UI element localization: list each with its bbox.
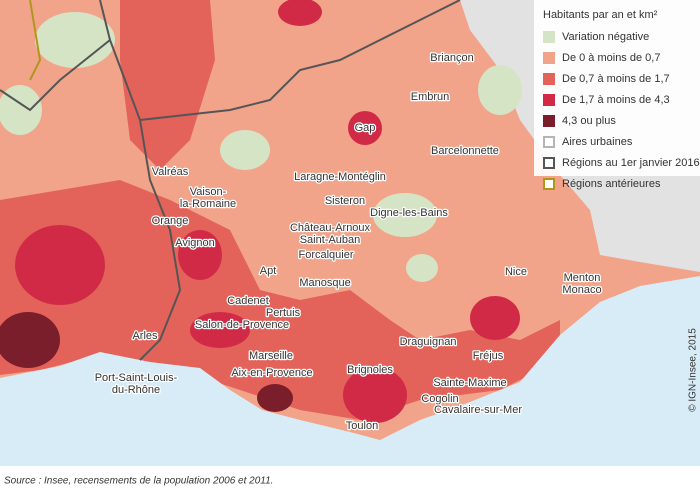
city-label: Cadenet [227,295,269,307]
legend-swatch [543,73,555,85]
city-label: Marseille [249,350,293,362]
city-label: Valréas [152,166,189,178]
legend: Habitants par an et km² Variation négati… [534,0,700,190]
city-label: Arles [132,330,158,342]
source: Source : Insee, recensements de la popul… [4,476,273,487]
city-label: Brignoles [347,364,393,376]
city-label: la-Romaine [180,198,236,210]
legend-swatch [543,115,555,127]
legend-label: 4,3 ou plus [562,115,616,127]
city-label: Menton [564,272,601,284]
legend-label: Variation négative [562,31,649,43]
density-patch [257,384,293,412]
city-label: du-Rhône [112,384,160,396]
legend-box [534,0,700,176]
city-label: Aix-en-Provence [231,367,312,379]
density-patch [278,0,322,26]
city-label: Château-Arnoux [290,222,371,234]
city-label: Briançon [430,52,473,64]
copyright: © IGN-Insee, 2015 [688,328,699,412]
city-label: Port-Saint-Louis- [95,372,178,384]
legend-swatch [543,31,555,43]
city-label: Sainte-Maxime [433,377,506,389]
negative-patch [373,193,437,237]
legend-swatch [543,94,555,106]
city-label: Monaco [562,284,601,296]
city-label: Manosque [299,277,350,289]
density-patch [348,111,382,145]
city-label: Forcalquier [298,249,353,261]
density-patch [120,0,215,170]
city-label: Cogolin [421,393,458,405]
city-label: Nice [505,266,527,278]
legend-label: De 0 à moins de 0,7 [562,52,660,64]
density-patch [15,225,105,305]
legend-label: De 1,7 à moins de 4,3 [562,94,670,106]
city-label: Embrun [411,91,450,103]
city-label: Orange [152,215,189,227]
city-label: Fréjus [473,350,504,362]
negative-patch [406,254,438,282]
negative-patch [0,85,42,135]
legend-label: De 0,7 à moins de 1,7 [562,73,670,85]
city-label: Saint-Auban [300,234,361,246]
city-label: Cavalaire-sur-Mer [434,404,522,416]
city-label: Draguignan [400,336,457,348]
city-label: Toulon [346,420,378,432]
negative-patch [35,12,115,68]
legend-label: Aires urbaines [562,136,633,148]
density-patch [190,312,250,348]
legend-label: Régions antérieures [562,178,661,190]
legend-swatch [543,136,555,148]
former-region-border [29,0,42,81]
legend-swatch [543,178,555,190]
city-label: Vaison- [190,186,227,198]
density-patch [470,296,520,340]
city-label: Digne-les-Bains [370,207,448,219]
density-patch [178,230,222,280]
city-labels: Briançon Embrun Gap Barcelonnette Laragne-Mo… [93,51,602,434]
legend-swatch [543,52,555,64]
city-label: Gap [355,122,376,134]
negative-patch [220,130,270,170]
density-patch [0,312,60,368]
legend-label: Régions au 1er janvier 2016 [562,157,700,169]
city-label: Salon-de-Provence [195,319,289,331]
legend-swatch [543,157,555,169]
density-patch [343,367,407,423]
city-label: Avignon [175,237,215,249]
legend-title: Habitants par an et km² [543,9,658,21]
city-label: Apt [260,265,277,277]
sea [0,276,700,466]
city-label: Barcelonnette [431,145,499,157]
city-label: Laragne-Montéglin [294,171,386,183]
region-border [0,0,461,361]
city-label: Sisteron [325,195,365,207]
city-label: Pertuis [266,307,301,319]
negative-patch [478,65,522,115]
